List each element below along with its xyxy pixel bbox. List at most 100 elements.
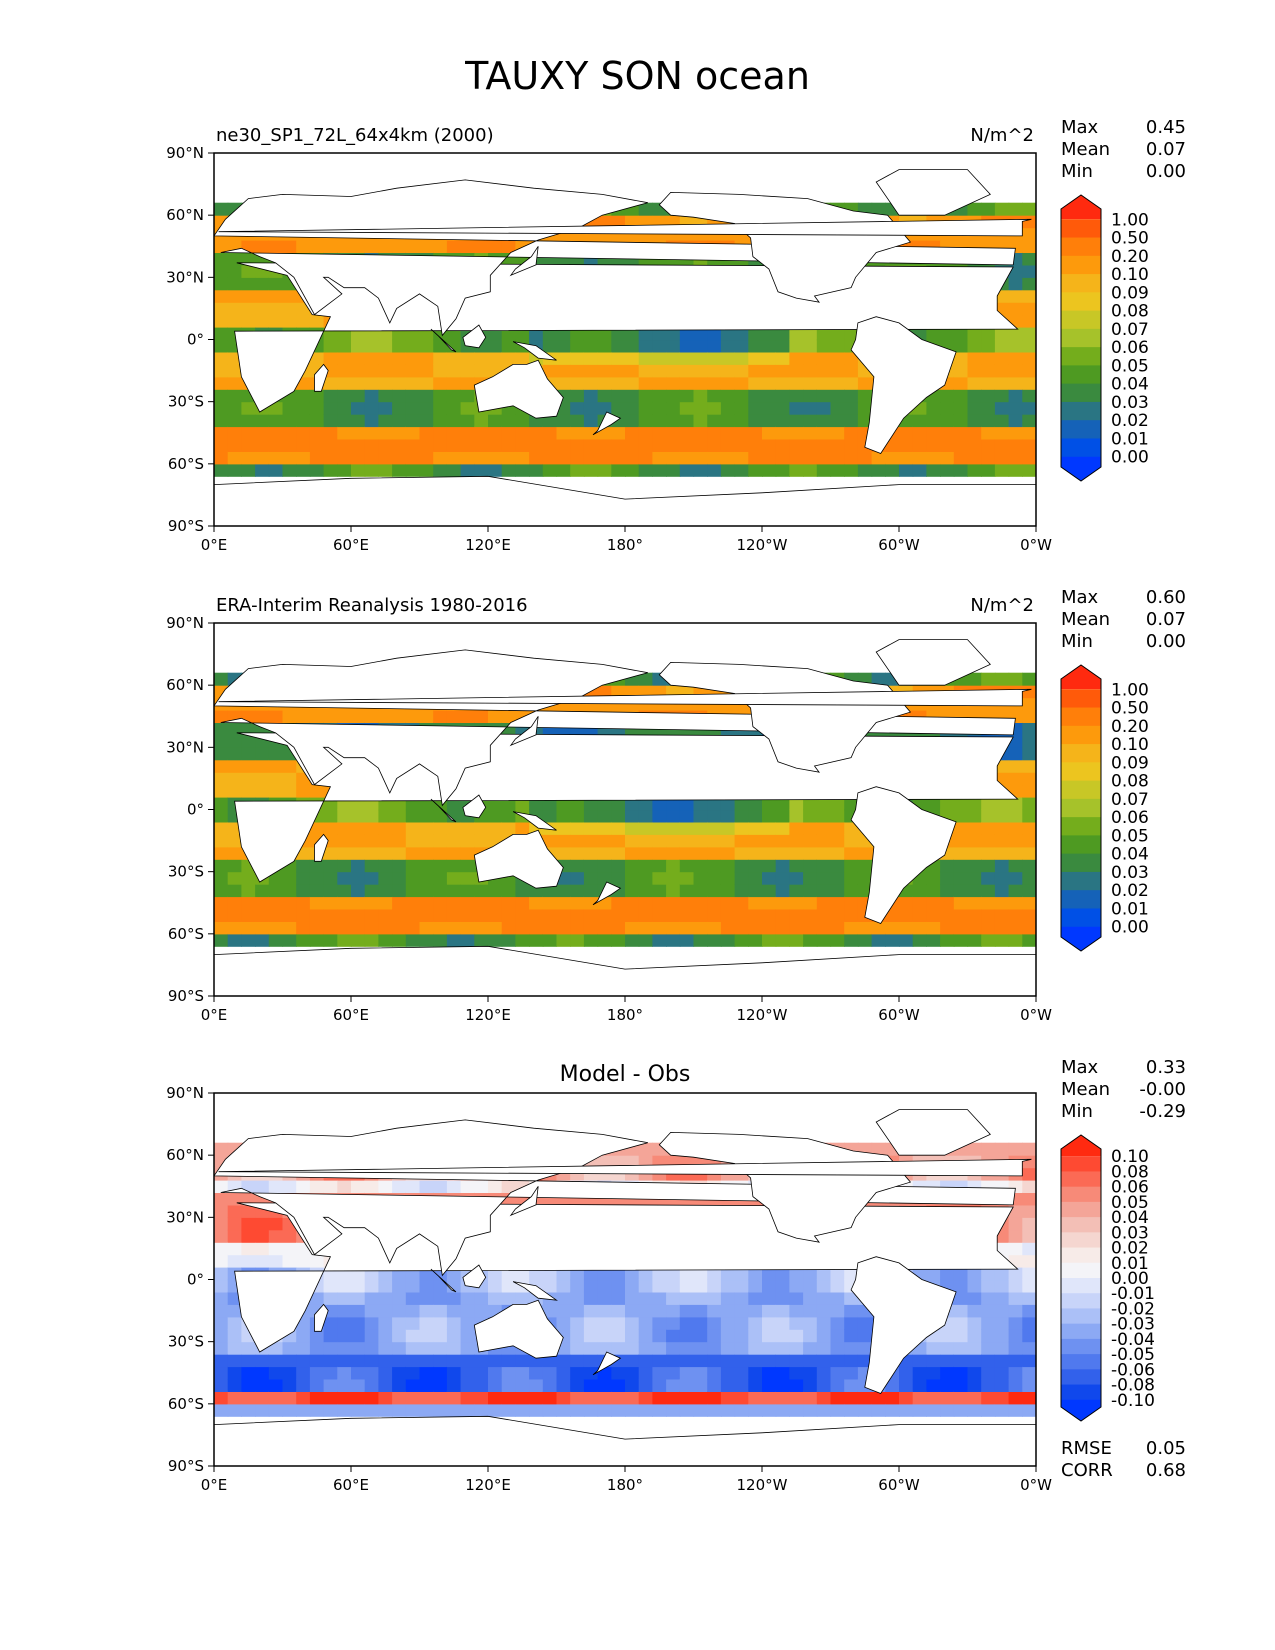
field-cell <box>762 414 777 428</box>
field-cell <box>1022 1391 1036 1405</box>
field-cell <box>652 921 667 935</box>
field-cell <box>241 747 256 761</box>
field-cell <box>364 240 379 253</box>
field-cell <box>775 1329 790 1343</box>
field-cell <box>323 1279 338 1293</box>
field-cell <box>981 339 996 353</box>
field-cell <box>255 896 270 910</box>
field-cell <box>707 1403 722 1417</box>
field-cell <box>227 909 242 922</box>
field-cell <box>885 933 900 947</box>
field-cell <box>474 1291 489 1305</box>
field-cell <box>296 439 311 452</box>
colorbar-label: 0.06 <box>1111 338 1149 358</box>
field-cell <box>597 846 612 860</box>
field-cell <box>899 921 914 935</box>
field-cell <box>981 871 996 885</box>
field-cell <box>542 1304 558 1318</box>
field-cell <box>625 871 640 885</box>
field-cell <box>940 859 955 873</box>
field-cell <box>337 1341 352 1355</box>
y-tick-label: 90°S <box>168 987 204 1005</box>
field-cell <box>433 439 448 452</box>
field-cell <box>1022 1366 1036 1380</box>
field-cell <box>378 1354 393 1368</box>
field-cell <box>1022 1291 1036 1305</box>
field-cell <box>1022 376 1036 390</box>
field-cell <box>762 1354 777 1368</box>
field-cell <box>693 1291 708 1305</box>
field-cell <box>720 846 736 860</box>
colorbar-segment <box>1061 1293 1101 1309</box>
field-cell <box>296 1403 311 1417</box>
field-cell <box>789 1354 804 1368</box>
colorbar-segment <box>1061 1278 1101 1294</box>
field-cell <box>446 1316 462 1330</box>
field-cell <box>899 1403 914 1417</box>
field-cell <box>789 1316 804 1330</box>
field-cell <box>227 414 242 428</box>
field-cell <box>775 1403 790 1417</box>
field-cell <box>611 1155 626 1169</box>
field-cell <box>419 896 434 910</box>
field-cell <box>652 463 667 477</box>
field-cell <box>433 896 448 910</box>
field-cell <box>967 896 982 910</box>
field-cell <box>446 710 462 723</box>
field-cell <box>666 463 681 477</box>
field-cell <box>611 821 626 835</box>
field-cell <box>748 351 763 365</box>
field-cell <box>268 710 284 723</box>
field-cell <box>214 784 229 798</box>
field-cell <box>953 859 969 873</box>
field-cell <box>460 834 475 848</box>
x-tick-label: 180° <box>607 1006 643 1024</box>
field-cell <box>227 426 242 440</box>
field-cell <box>460 1304 475 1318</box>
field-cell <box>570 834 585 848</box>
field-cell <box>268 1229 284 1243</box>
field-cell <box>611 1366 626 1380</box>
field-cell <box>994 846 1010 860</box>
field-cell <box>214 896 229 910</box>
field-cell <box>693 921 708 935</box>
field-cell <box>652 339 667 353</box>
field-cell <box>268 759 284 773</box>
field-cell <box>720 884 736 898</box>
field-cell <box>1022 1142 1036 1156</box>
field-cell <box>720 451 736 465</box>
field-cell <box>296 240 311 253</box>
field-cell <box>556 909 571 922</box>
field-cell <box>351 834 366 848</box>
field-cell <box>446 933 462 947</box>
field-cell <box>433 240 448 253</box>
field-cell <box>762 426 777 440</box>
field-cell <box>844 401 859 415</box>
field-cell <box>597 1291 612 1305</box>
field-cell <box>583 1403 599 1417</box>
field-cell <box>515 1291 530 1305</box>
field-cell <box>748 1291 763 1305</box>
field-cell <box>1022 1180 1036 1193</box>
field-cell <box>433 809 448 823</box>
field-cell <box>789 376 804 390</box>
field-cell <box>638 1403 653 1417</box>
field-cell <box>625 1279 640 1293</box>
field-cell <box>433 710 448 723</box>
field-cell <box>268 426 284 440</box>
field-cell <box>351 1329 366 1343</box>
field-cell <box>255 884 270 898</box>
field-cell <box>830 1366 845 1380</box>
colorbar-label: 0.01 <box>1111 899 1149 919</box>
field-cell <box>1022 1379 1036 1392</box>
field-cell <box>693 909 708 922</box>
field-cell <box>460 364 475 378</box>
y-tick-label: 60°S <box>168 1395 204 1413</box>
field-cell <box>515 439 530 452</box>
field-cell <box>501 1180 516 1193</box>
field-cell <box>762 921 777 935</box>
field-cell <box>309 1366 325 1380</box>
field-cell <box>337 1354 352 1368</box>
field-cell <box>378 1304 393 1318</box>
field-cell <box>666 1316 681 1330</box>
